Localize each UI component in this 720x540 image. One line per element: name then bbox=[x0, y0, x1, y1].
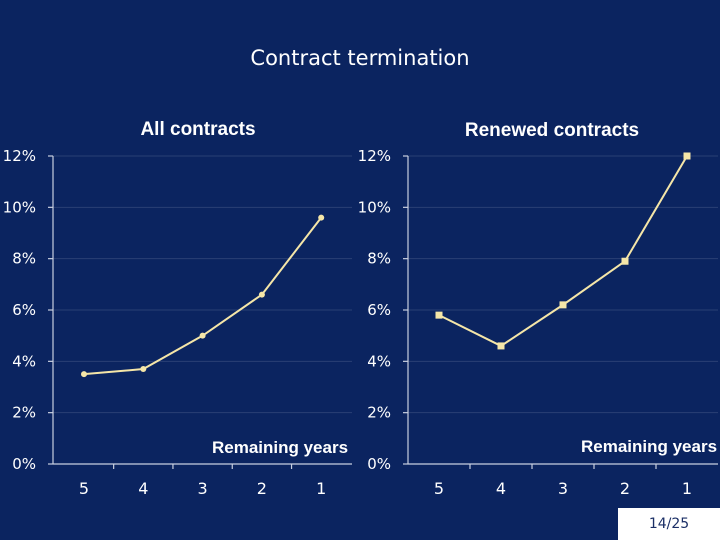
x-tick-label: 1 bbox=[682, 479, 692, 498]
y-tick-label: 6% bbox=[367, 301, 391, 319]
x-tick-label: 5 bbox=[434, 479, 444, 498]
x-tick-label: 3 bbox=[558, 479, 568, 498]
y-tick-label: 2% bbox=[12, 404, 36, 422]
y-tick-label: 10% bbox=[3, 198, 36, 216]
y-tick-label: 4% bbox=[12, 352, 36, 370]
data-point-marker bbox=[621, 257, 629, 265]
y-tick-label: 2% bbox=[367, 404, 391, 422]
data-point-marker bbox=[683, 152, 691, 160]
series-line bbox=[438, 155, 688, 348]
x-tick-label: 4 bbox=[138, 479, 148, 498]
data-point-marker bbox=[497, 342, 505, 350]
y-tick-label: 8% bbox=[367, 250, 391, 268]
data-point-marker bbox=[199, 332, 206, 339]
page-number: 14/25 bbox=[618, 508, 720, 540]
data-point-marker bbox=[258, 291, 265, 298]
data-point-marker bbox=[559, 301, 567, 309]
x-axis-label: Remaining years bbox=[581, 437, 717, 456]
y-tick-label: 12% bbox=[3, 147, 36, 165]
series-line bbox=[83, 216, 322, 376]
y-tick-label: 12% bbox=[358, 147, 391, 165]
y-tick-label: 6% bbox=[12, 301, 36, 319]
slide-title: Contract termination bbox=[250, 46, 470, 70]
data-point-marker bbox=[435, 311, 443, 319]
data-point-marker bbox=[81, 371, 87, 378]
x-tick-label: 1 bbox=[316, 479, 326, 498]
y-tick-label: 10% bbox=[358, 198, 391, 216]
x-tick-label: 5 bbox=[79, 479, 89, 498]
x-tick-label: 2 bbox=[257, 479, 267, 498]
x-axis-label: Remaining years bbox=[212, 438, 348, 457]
y-tick-label: 8% bbox=[12, 250, 36, 268]
chart-title: Renewed contracts bbox=[465, 120, 639, 141]
chart-renewed-contracts: 0% 2% 4% 6% 8% 10% 12% 5 4 3 2 1 Renewed contracts Re… bbox=[358, 120, 718, 498]
y-tick-label: 0% bbox=[12, 455, 36, 473]
data-point-marker bbox=[140, 366, 147, 373]
y-tick-label: 0% bbox=[367, 455, 391, 473]
x-tick-label: 2 bbox=[620, 479, 630, 498]
chart-title: All contracts bbox=[140, 119, 255, 140]
y-tick-label: 4% bbox=[367, 352, 391, 370]
data-point-marker bbox=[318, 214, 325, 221]
chart-all-contracts: 0% 2% 4% 6% 8% 10% 12% 5 4 3 2 1 All contracts Remain… bbox=[3, 119, 352, 498]
x-tick-label: 4 bbox=[496, 479, 506, 498]
x-tick-label: 3 bbox=[198, 479, 208, 498]
